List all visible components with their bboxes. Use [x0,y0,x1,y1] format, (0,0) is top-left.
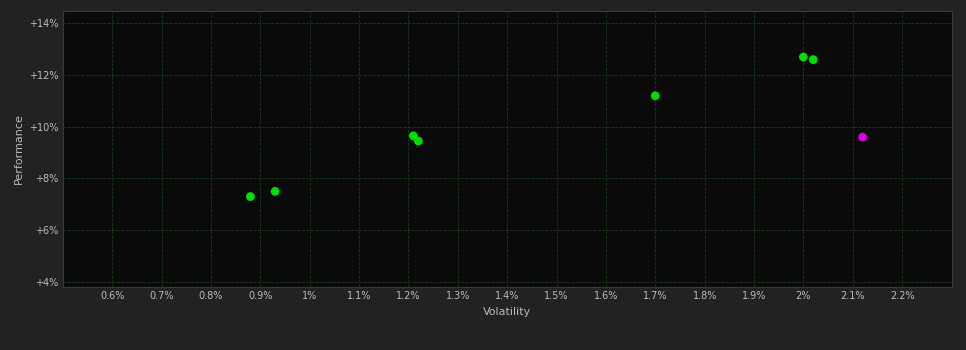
Point [268,189,283,194]
Y-axis label: Performance: Performance [14,113,23,184]
X-axis label: Volatility: Volatility [483,307,531,317]
Point [855,134,870,140]
Point [242,194,258,199]
Point [406,133,421,139]
Point [806,57,821,62]
Point [647,93,663,99]
Point [411,138,426,144]
Point [796,54,811,60]
